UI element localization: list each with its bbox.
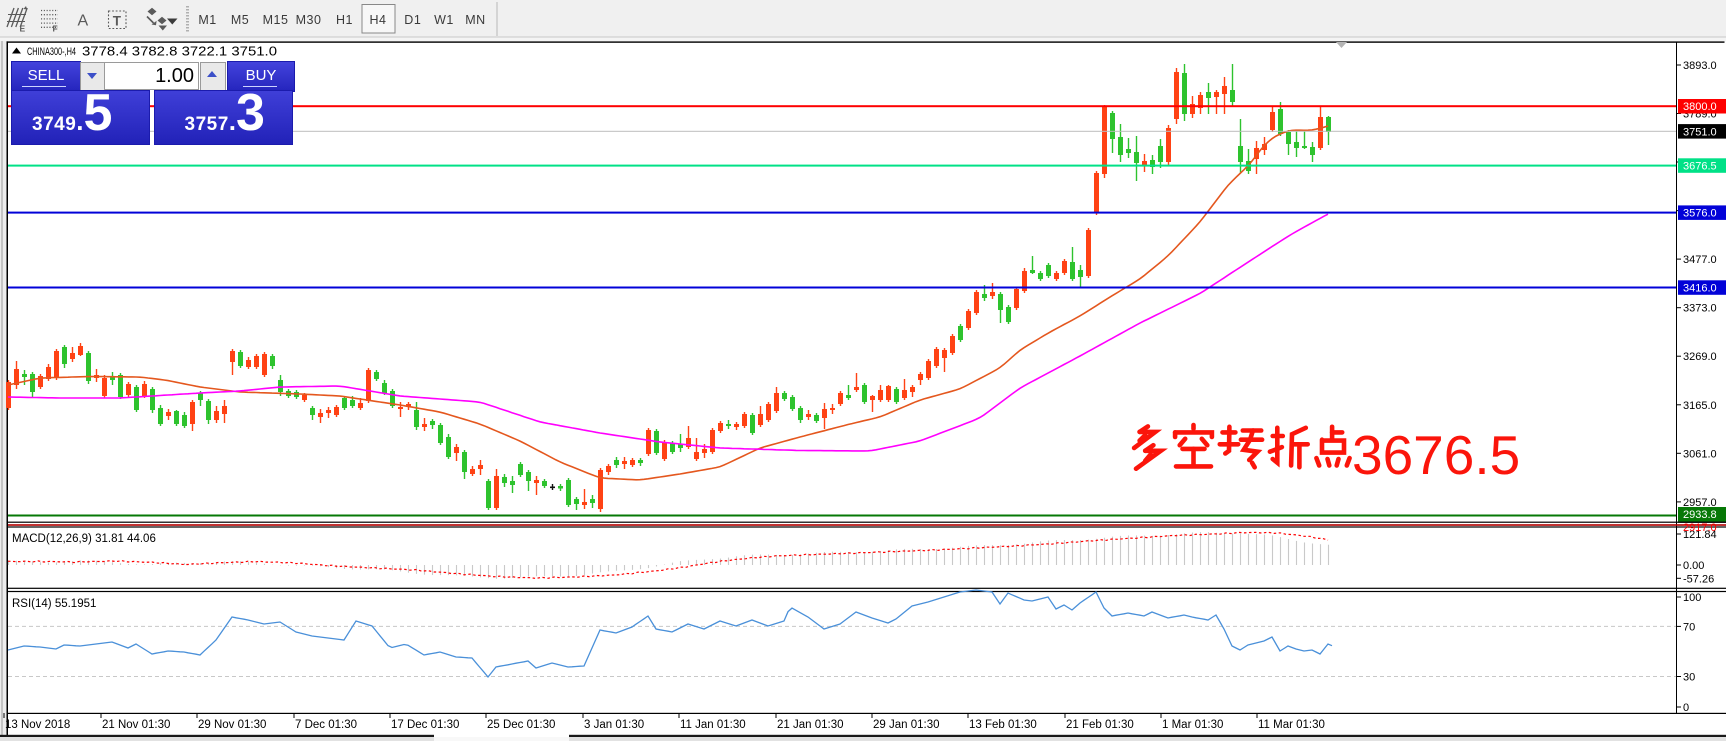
svg-text:3061.0: 3061.0 xyxy=(1683,448,1717,460)
svg-text:2917.0: 2917.0 xyxy=(1683,522,1717,534)
svg-text:D1: D1 xyxy=(404,13,421,27)
svg-text:11 Jan 01:30: 11 Jan 01:30 xyxy=(680,719,746,731)
svg-text:3751.0: 3751.0 xyxy=(1683,126,1717,138)
svg-text:17 Dec 01:30: 17 Dec 01:30 xyxy=(391,719,459,731)
svg-text:3 Jan 01:30: 3 Jan 01:30 xyxy=(584,719,644,731)
svg-text:W1: W1 xyxy=(434,13,454,27)
svg-text:1 Mar 01:30: 1 Mar 01:30 xyxy=(1162,719,1223,731)
svg-text:13 Feb 01:30: 13 Feb 01:30 xyxy=(969,719,1037,731)
svg-text:21 Feb 01:30: 21 Feb 01:30 xyxy=(1066,719,1134,731)
svg-text:RSI(14) 55.1951: RSI(14) 55.1951 xyxy=(12,598,96,610)
svg-text:M30: M30 xyxy=(296,13,322,27)
svg-text:29 Jan 01:30: 29 Jan 01:30 xyxy=(873,719,940,731)
svg-text:F: F xyxy=(53,24,58,34)
svg-text:MACD(12,26,9) 31.81 44.06: MACD(12,26,9) 31.81 44.06 xyxy=(12,533,156,545)
svg-text:H1: H1 xyxy=(336,13,353,27)
svg-text:0: 0 xyxy=(1683,702,1689,714)
svg-text:MN: MN xyxy=(465,13,485,27)
svg-text:0.00: 0.00 xyxy=(1683,560,1704,572)
svg-text:3800.0: 3800.0 xyxy=(1683,101,1717,113)
svg-text:M15: M15 xyxy=(263,13,289,27)
svg-text:CHINA300-,H4: CHINA300-,H4 xyxy=(27,46,76,58)
svg-text:25 Dec 01:30: 25 Dec 01:30 xyxy=(487,719,555,731)
svg-text:29 Nov 01:30: 29 Nov 01:30 xyxy=(198,719,266,731)
svg-text:21 Jan 01:30: 21 Jan 01:30 xyxy=(777,719,844,731)
svg-text:70: 70 xyxy=(1683,621,1695,633)
svg-text:T: T xyxy=(113,14,122,29)
svg-text:11 Mar 01:30: 11 Mar 01:30 xyxy=(1258,719,1325,731)
svg-text:7 Dec 01:30: 7 Dec 01:30 xyxy=(295,719,357,731)
svg-text:3477.0: 3477.0 xyxy=(1683,254,1717,266)
svg-text:21 Nov 01:30: 21 Nov 01:30 xyxy=(102,719,170,731)
svg-text:121.84: 121.84 xyxy=(1683,529,1717,541)
svg-text:100: 100 xyxy=(1683,592,1701,604)
svg-text:3165.0: 3165.0 xyxy=(1683,400,1717,412)
svg-text:-57.26: -57.26 xyxy=(1683,573,1714,585)
svg-text:30: 30 xyxy=(1683,672,1695,684)
svg-text:3373.0: 3373.0 xyxy=(1683,303,1717,315)
svg-text:2933.8: 2933.8 xyxy=(1683,509,1717,521)
svg-text:3778.4 3782.8 3722.1 3751.0: 3778.4 3782.8 3722.1 3751.0 xyxy=(82,45,277,59)
svg-text:A: A xyxy=(78,13,89,30)
svg-text:3676.5: 3676.5 xyxy=(1352,424,1520,486)
svg-text:3416.0: 3416.0 xyxy=(1683,283,1717,295)
svg-text:13 Nov 2018: 13 Nov 2018 xyxy=(5,719,70,731)
svg-text:3576.0: 3576.0 xyxy=(1683,208,1717,220)
svg-text:3269.0: 3269.0 xyxy=(1683,351,1717,363)
svg-text:E: E xyxy=(20,24,26,34)
svg-text:3893.0: 3893.0 xyxy=(1683,60,1717,72)
svg-text:M1: M1 xyxy=(198,13,216,27)
svg-text:2957.0: 2957.0 xyxy=(1683,497,1717,509)
svg-text:H4: H4 xyxy=(370,13,387,27)
svg-text:M5: M5 xyxy=(231,13,249,27)
svg-text:3676.5: 3676.5 xyxy=(1683,161,1717,173)
